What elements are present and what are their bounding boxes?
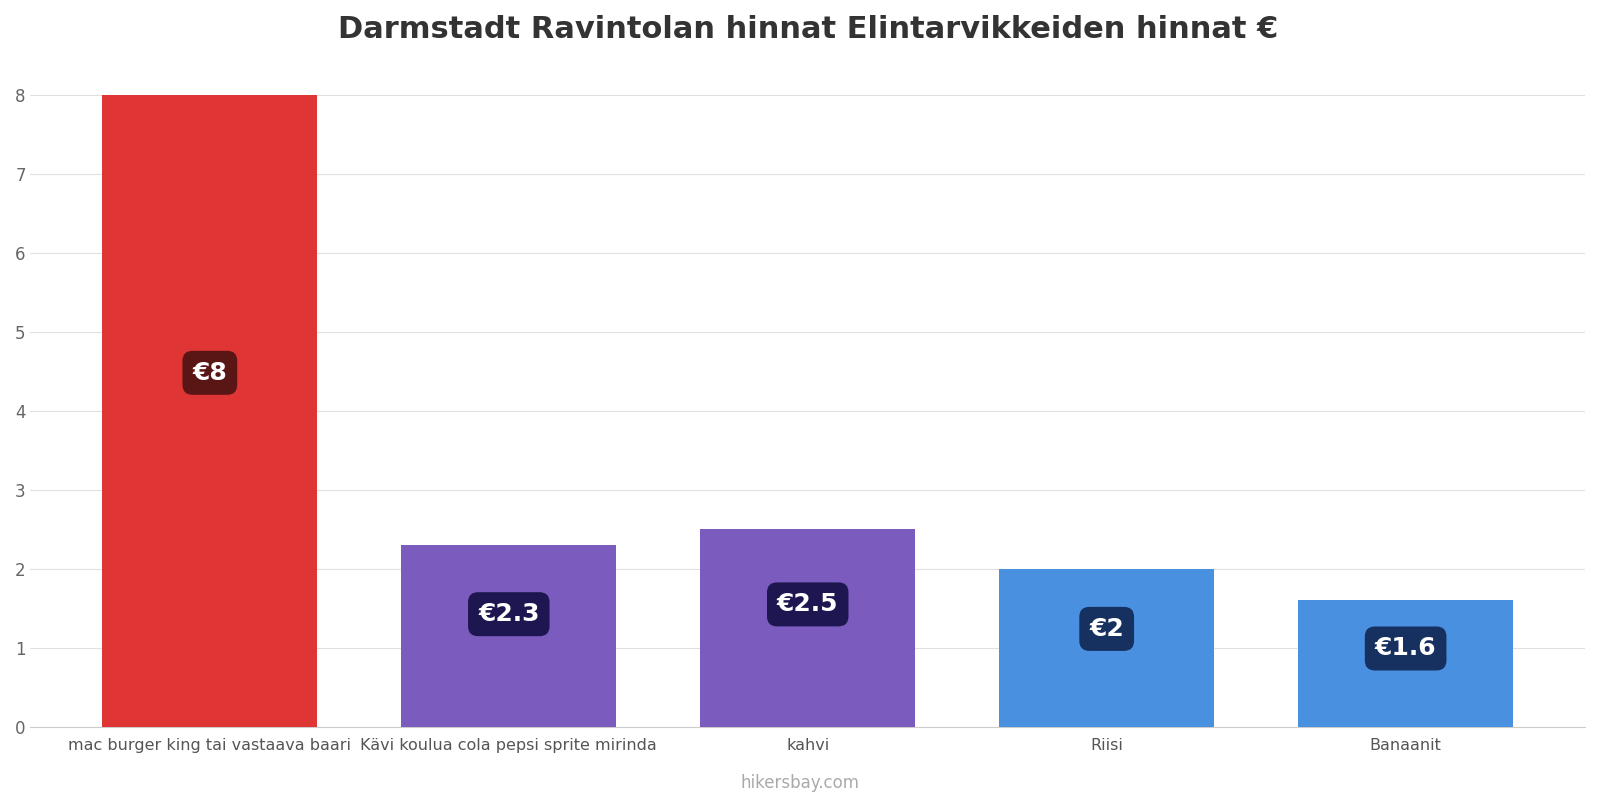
Bar (102, 94, 317, 727)
Text: €8: €8 (192, 361, 227, 385)
Bar (998, 569, 1214, 727)
Text: €2.3: €2.3 (478, 602, 539, 626)
Bar (1298, 601, 1514, 727)
Text: €2.5: €2.5 (778, 592, 838, 616)
Text: hikersbay.com: hikersbay.com (741, 774, 859, 792)
Bar (701, 530, 915, 727)
Title: Darmstadt Ravintolan hinnat Elintarvikkeiden hinnat €: Darmstadt Ravintolan hinnat Elintarvikke… (338, 15, 1278, 44)
Text: €1.6: €1.6 (1374, 637, 1437, 661)
Text: €2: €2 (1090, 617, 1125, 641)
Bar (402, 545, 616, 727)
